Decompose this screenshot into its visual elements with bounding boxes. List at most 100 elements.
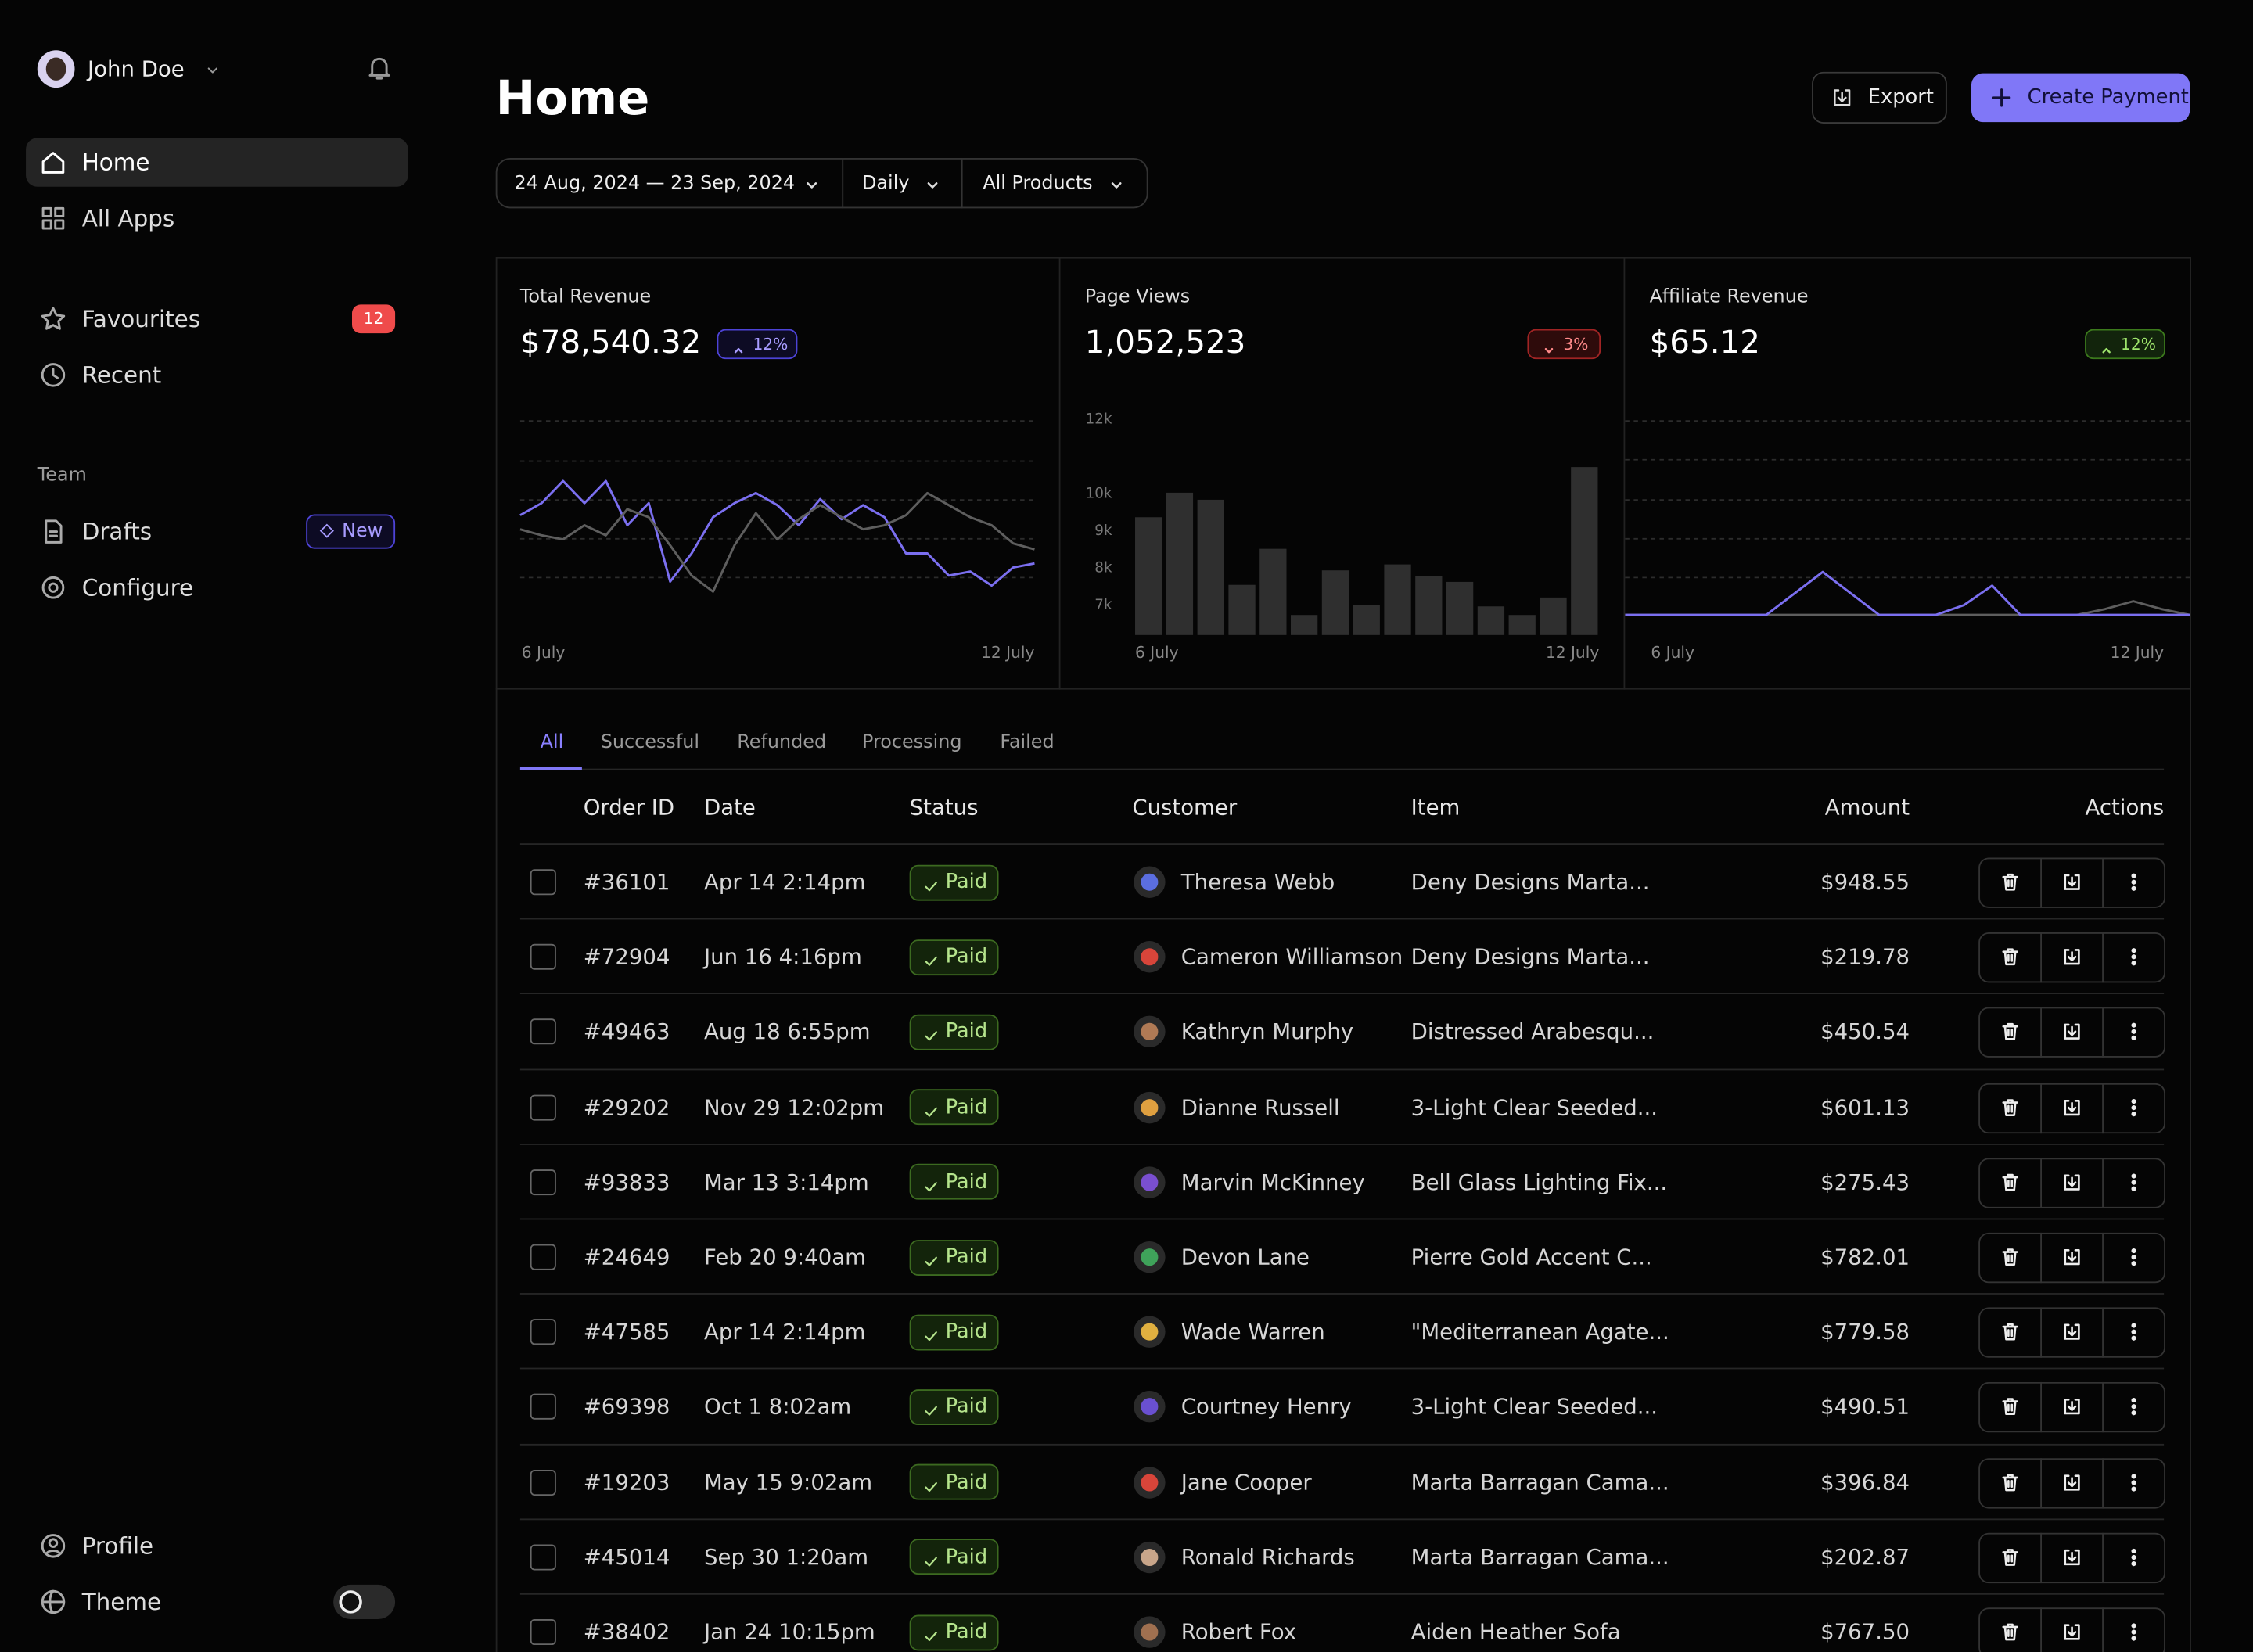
- row-checkbox[interactable]: [530, 869, 556, 896]
- row-checkbox[interactable]: [530, 1544, 556, 1571]
- order-id: #49463: [583, 1018, 670, 1046]
- icon-part: [2064, 1549, 2080, 1565]
- amount: $490.51: [1820, 1394, 1910, 1420]
- icon-part: [2001, 873, 2018, 891]
- status-badge: [909, 1463, 999, 1500]
- customer-avatar-face: [1141, 1173, 1159, 1191]
- nav-item: Favourites: [81, 305, 201, 333]
- icon-part: [925, 1331, 937, 1341]
- icon-part: [734, 347, 743, 353]
- icon-part: [2131, 1023, 2136, 1029]
- row-checkbox[interactable]: [530, 944, 556, 971]
- order-date: Sep 30 1:20am: [704, 1544, 869, 1571]
- icon-part: [2131, 1255, 2136, 1260]
- icon-dl: [2061, 1395, 2083, 1418]
- actions-divider: [2040, 1007, 2043, 1058]
- row-checkbox[interactable]: [530, 1094, 556, 1120]
- customer-avatar-face: [1141, 1098, 1159, 1116]
- status-badge: [909, 1014, 999, 1050]
- actions-group: [1978, 1083, 2165, 1133]
- row-line: [519, 1218, 2165, 1220]
- icon-part: [2131, 1398, 2136, 1417]
- actions-group: [1978, 1382, 2165, 1433]
- icon-part: [2131, 1554, 2136, 1560]
- status-text: Paid: [945, 1020, 988, 1044]
- icon-part: [1111, 182, 1122, 189]
- icon-part: [2001, 873, 2018, 891]
- icon-dl: [2061, 1096, 2083, 1119]
- icon-part: [2131, 1186, 2136, 1191]
- change-text: 12%: [2121, 334, 2156, 354]
- header-line: [519, 843, 2165, 846]
- amount: $396.84: [1820, 1469, 1910, 1496]
- actions-divider: [2102, 1532, 2104, 1583]
- row-checkbox[interactable]: [530, 1244, 556, 1270]
- tab: Failed: [1000, 731, 1055, 754]
- icon-dots: [2122, 1171, 2145, 1194]
- icon-part: [41, 307, 66, 330]
- icon-part: [2131, 1636, 2136, 1641]
- export-label: Export: [1867, 86, 1934, 110]
- icon-part: [2131, 873, 2136, 878]
- icon-part: [2131, 1323, 2136, 1341]
- row-checkbox[interactable]: [530, 1469, 556, 1496]
- row-checkbox[interactable]: [530, 1394, 556, 1420]
- actions-divider: [2040, 932, 2043, 983]
- order-id: #19203: [583, 1469, 670, 1496]
- icon-dl: [2061, 1245, 2083, 1268]
- tab-active-underline: [519, 767, 582, 770]
- item-name: 3-Light Clear Seeded...: [1410, 1094, 1658, 1120]
- row-checkbox[interactable]: [530, 1018, 556, 1046]
- icon-up: [2099, 336, 2115, 353]
- icon-part: [2131, 1036, 2136, 1041]
- icon-part: [48, 1538, 59, 1548]
- order-id: #36101: [583, 869, 670, 896]
- customer-name: Jane Cooper: [1180, 1469, 1312, 1496]
- card-title: Affiliate Revenue: [1649, 286, 1809, 308]
- order-id: #93833: [583, 1169, 670, 1195]
- icon-part: [2001, 1473, 2018, 1491]
- icon-part: [48, 582, 59, 593]
- order-date: Nov 29 12:02pm: [704, 1094, 885, 1120]
- icon-check: [922, 1399, 940, 1417]
- icon-part: [2131, 1023, 2136, 1041]
- row-checkbox[interactable]: [530, 1619, 556, 1646]
- status-badge: [909, 1314, 999, 1350]
- column-header: Status: [909, 794, 979, 821]
- order-id: #29202: [583, 1094, 670, 1120]
- column-header: Date: [704, 794, 756, 821]
- item-name: Marta Barragan Cama...: [1410, 1469, 1669, 1496]
- bar: [1291, 615, 1318, 635]
- icon-part: [2064, 1174, 2080, 1191]
- row-checkbox[interactable]: [530, 1169, 556, 1195]
- icon-part: [734, 347, 743, 353]
- icon-part: [2131, 1323, 2136, 1329]
- row-line: [519, 993, 2165, 995]
- order-date: Jan 24 10:15pm: [704, 1619, 875, 1646]
- amount: $779.58: [1820, 1319, 1910, 1345]
- icon-chev: [802, 174, 822, 194]
- actions-group: [1978, 1532, 2165, 1583]
- status-text: Paid: [945, 945, 988, 969]
- order-date: May 15 9:02am: [704, 1469, 873, 1496]
- order-date: Apr 14 2:14pm: [704, 1319, 866, 1345]
- icon-part: [2001, 1323, 2018, 1341]
- icon-part: [925, 1106, 937, 1116]
- row-checkbox[interactable]: [530, 1319, 556, 1345]
- icon-dl: [2061, 946, 2083, 968]
- nav-item: Drafts: [81, 518, 153, 546]
- row-line: [519, 1293, 2165, 1295]
- bar: [1321, 570, 1349, 635]
- icon-part: [2131, 1098, 2136, 1104]
- icon-dots: [2122, 1621, 2145, 1643]
- icon-part: [1992, 88, 2011, 107]
- icon-part: [2131, 948, 2136, 953]
- icon-part: [2131, 873, 2136, 891]
- icon-bell: [365, 53, 394, 82]
- export-button[interactable]: [1812, 71, 1947, 124]
- icon-part: [2064, 1174, 2080, 1191]
- icon-part: [2001, 1548, 2018, 1566]
- x-tick-label: 6 July: [1651, 643, 1694, 662]
- icon-part: [927, 182, 938, 189]
- icon-part: [2001, 948, 2018, 966]
